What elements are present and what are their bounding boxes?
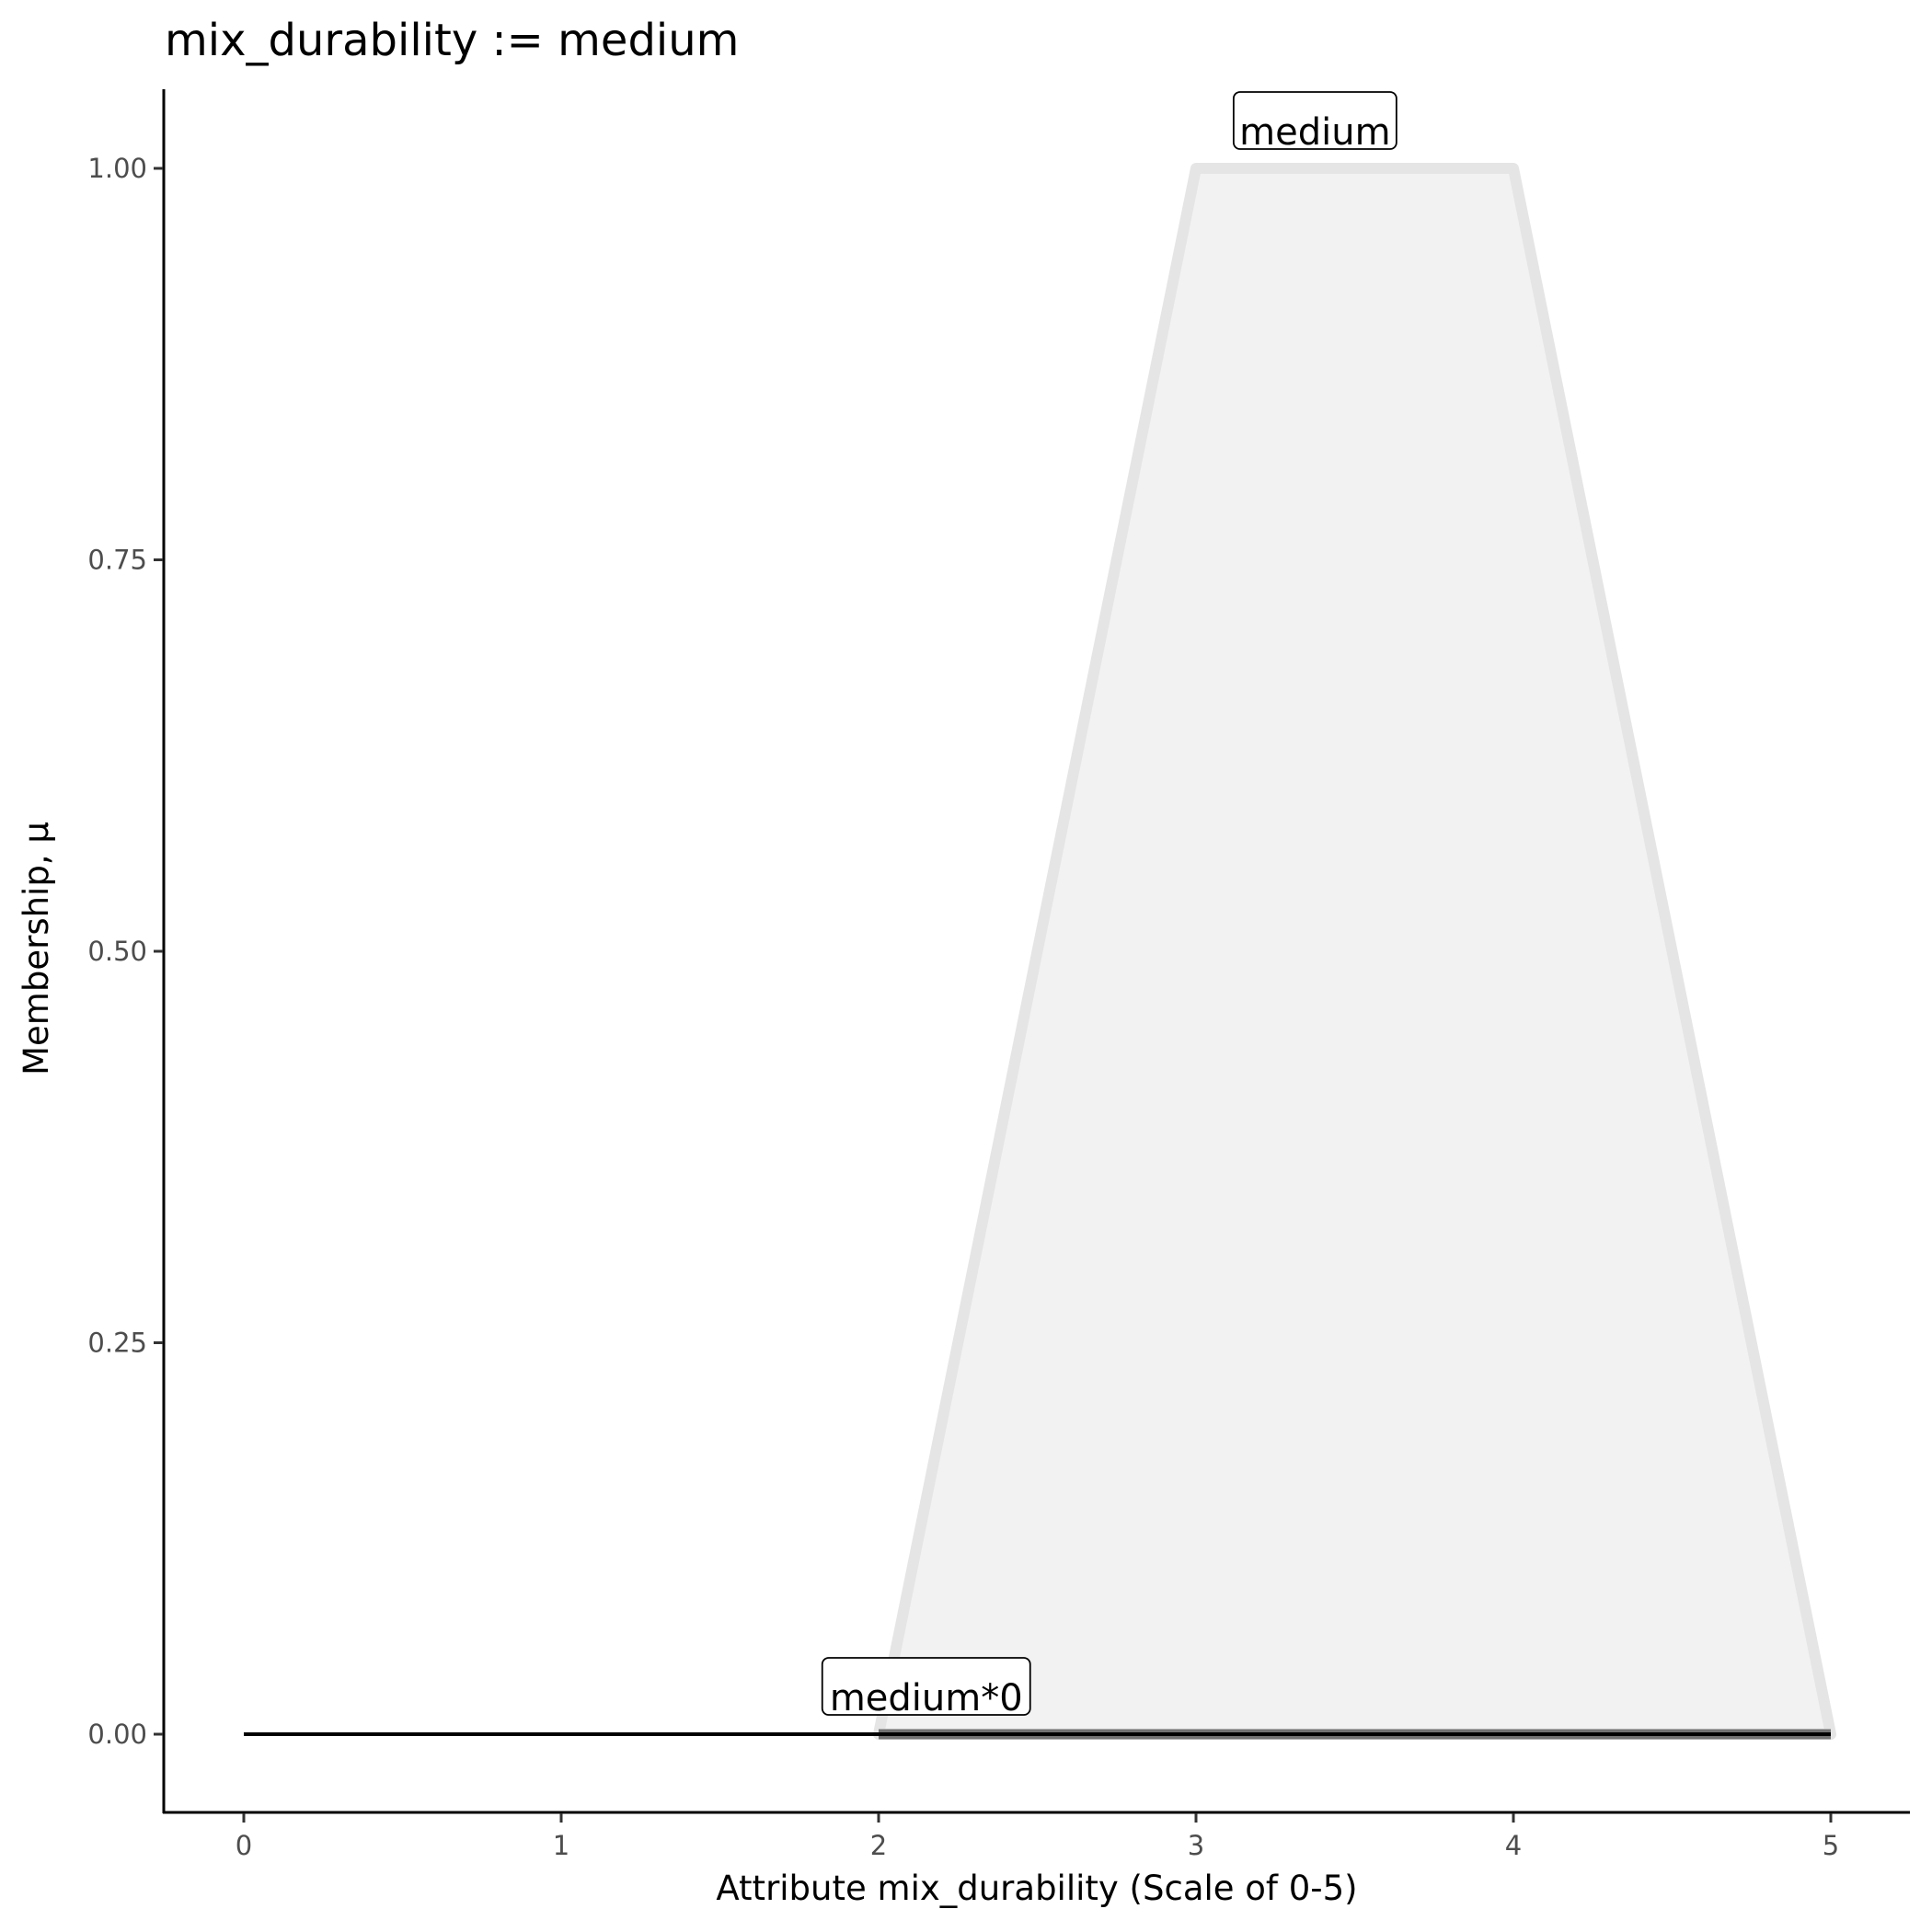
x-tick-label: 2 — [870, 1830, 887, 1861]
x-tick-label: 4 — [1505, 1830, 1522, 1861]
plot-area: medium medium*0 — [244, 91, 1836, 1740]
x-tick-label: 0 — [236, 1830, 252, 1861]
x-axis-title: Attribute mix_durability (Scale of 0-5) — [716, 1869, 1357, 1908]
y-tick-label: 0.50 — [87, 936, 147, 967]
y-tick-label: 1.00 — [87, 153, 147, 184]
label-box — [821, 1657, 1031, 1716]
y-tick-label: 0.00 — [87, 1719, 147, 1750]
x-axis-ticks: 0 1 2 3 4 5 — [236, 1813, 1839, 1861]
x-tick-label: 5 — [1823, 1830, 1839, 1861]
medium-label: medium — [1232, 91, 1397, 154]
x-tick-label: 3 — [1188, 1830, 1204, 1861]
chart-title: mix_durability := medium — [165, 15, 739, 66]
x-tick-label: 1 — [553, 1830, 569, 1861]
medium-scaled-label: medium*0 — [821, 1657, 1031, 1719]
y-tick-label: 0.25 — [87, 1328, 147, 1359]
series-label-text: medium*0 — [830, 1677, 1023, 1719]
y-axis-ticks: 0.00 0.25 0.50 0.75 1.00 — [87, 153, 163, 1750]
y-tick-label: 0.75 — [87, 545, 147, 576]
y-axis-title: Membership, μ — [17, 822, 56, 1075]
series-label-text: medium — [1239, 111, 1390, 154]
label-box — [1232, 91, 1397, 150]
medium-set-area — [873, 163, 1836, 1740]
